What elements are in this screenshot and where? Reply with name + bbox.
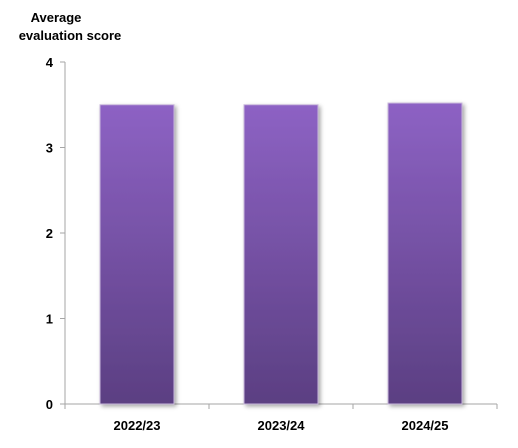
x-tick-label: 2023/24 xyxy=(258,418,306,433)
y-tick-label: 3 xyxy=(46,141,53,156)
bar-2022-23 xyxy=(99,104,175,405)
y-tick-label: 0 xyxy=(46,397,53,412)
y-axis-label-line-1: Average xyxy=(31,10,82,25)
y-tick-label: 2 xyxy=(46,226,53,241)
bar-series xyxy=(99,102,463,405)
y-axis: 0 1 2 3 4 xyxy=(46,55,66,412)
y-axis-label-line-2: evaluation score xyxy=(19,28,122,43)
x-tick-label: 2024/25 xyxy=(402,418,449,433)
bar-2024-25 xyxy=(387,102,463,405)
bar-2023-24 xyxy=(243,104,319,405)
x-axis: 2022/23 2023/24 2024/25 xyxy=(64,403,498,433)
y-tick-label: 1 xyxy=(46,312,53,327)
y-tick-label: 4 xyxy=(46,55,54,70)
x-tick-label: 2022/23 xyxy=(114,418,161,433)
